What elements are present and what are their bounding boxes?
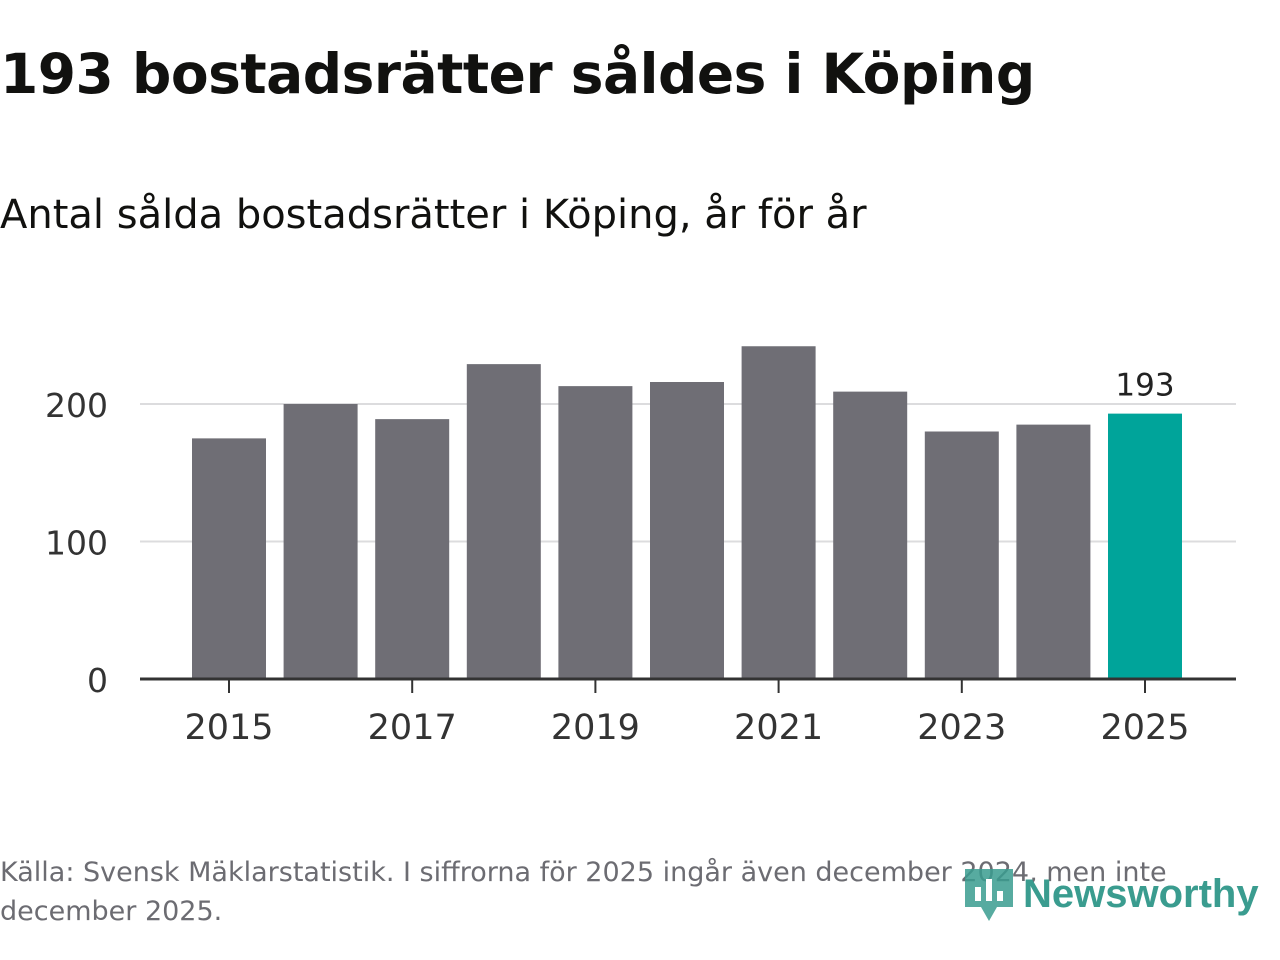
x-tick-label: 2025 (1100, 708, 1189, 748)
bar-2018 (466, 364, 541, 679)
bars (192, 346, 1182, 679)
x-tick-label: 2015 (184, 708, 273, 748)
bar-2024 (1016, 424, 1091, 679)
bar-2017 (375, 419, 450, 679)
bar-2016 (283, 404, 358, 679)
x-tick-label: 2017 (368, 708, 457, 748)
x-tick-label: 2023 (917, 708, 1006, 748)
data-labels: 193 (1115, 368, 1174, 404)
newsworthy-logo[interactable]: Newsworthy (963, 863, 1259, 925)
bar-2015 (192, 438, 266, 679)
bar-2022 (833, 391, 908, 679)
chart-title: 193 bostadsrätter såldes i Köping (0, 42, 1035, 106)
brand-name: Newsworthy (1023, 871, 1259, 916)
bar-2019 (558, 386, 633, 679)
bar-2025 (1108, 413, 1182, 679)
x-tick-label: 2019 (551, 708, 640, 748)
y-tick-label: 200 (45, 386, 108, 425)
y-tick-label: 0 (87, 661, 108, 700)
newsworthy-logo-icon (965, 869, 1013, 921)
x-tick-label: 2021 (734, 708, 823, 748)
bar-chart: 0 100 200 193 2015 2017 2019 2021 2023 2025 (45, 346, 1236, 748)
bar-2020 (650, 382, 724, 679)
bar-2023 (924, 431, 999, 679)
y-tick-label: 100 (45, 524, 108, 563)
bar-2021 (741, 346, 816, 679)
y-axis-labels: 0 100 200 (45, 386, 108, 700)
chart-subtitle: Antal sålda bostadsrätter i Köping, år f… (0, 192, 867, 238)
data-label-2025: 193 (1115, 368, 1174, 404)
x-axis: 2015 2017 2019 2021 2023 2025 (140, 677, 1236, 748)
